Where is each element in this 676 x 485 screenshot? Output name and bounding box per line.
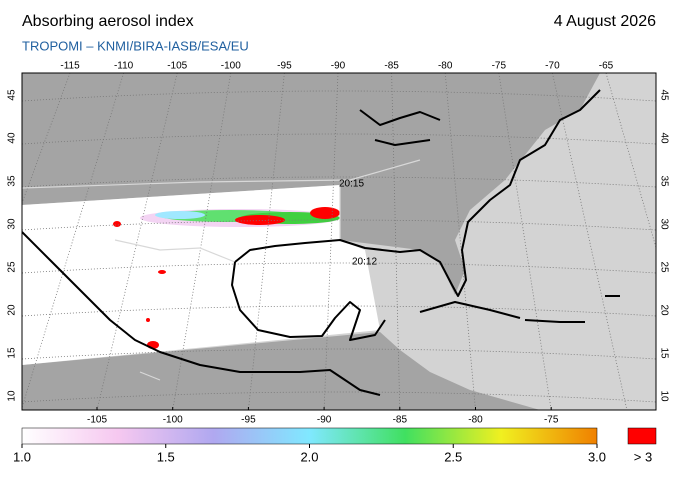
left-latitude-label: 30 <box>7 218 18 230</box>
aerosol-plume <box>113 207 340 349</box>
colorbar-tick-label: 3.0 <box>588 449 606 464</box>
right-latitude-label: 40 <box>658 132 669 144</box>
top-longitude-label: -95 <box>277 61 292 72</box>
left-latitude-label: 25 <box>7 261 18 273</box>
top-longitude-label: -80 <box>438 61 453 72</box>
left-latitude-label: 40 <box>7 132 18 144</box>
top-longitude-label: -105 <box>167 61 187 72</box>
bottom-longitude-label: -105 <box>87 415 107 426</box>
colorbar-tick-label: 2.0 <box>300 449 318 464</box>
right-latitude-label: 35 <box>658 175 669 187</box>
map-frame <box>21 72 657 411</box>
title: Absorbing aerosol index <box>22 13 194 30</box>
left-latitude-label: 35 <box>7 175 18 187</box>
right-latitude-label: 45 <box>658 89 669 101</box>
top-longitude-label: -115 <box>60 61 80 72</box>
gulf-atlantic-coast <box>234 89 601 297</box>
colorbar-tick-label: 1.0 <box>13 449 31 464</box>
bottom-longitude-label: -75 <box>544 415 559 426</box>
right-latitude-label: 10 <box>658 390 669 402</box>
colorbar-over-label: > 3 <box>634 449 652 464</box>
meridian <box>248 73 285 410</box>
borders <box>22 159 421 381</box>
right-latitude-label: 25 <box>658 261 669 273</box>
date: 4 August 2026 <box>554 13 656 30</box>
gulf-west-coast <box>231 261 386 341</box>
left-latitude-label: 20 <box>7 304 18 316</box>
orbit-time: 20:15 <box>339 179 364 190</box>
right-latitude-label: 15 <box>658 347 669 359</box>
right-latitude-label: 30 <box>658 218 669 230</box>
bottom-longitude-label: -80 <box>468 415 483 426</box>
right-latitude-label: 20 <box>658 304 669 316</box>
top-longitude-label: -90 <box>331 61 346 72</box>
meridian <box>96 73 178 410</box>
left-latitude-label: 15 <box>7 347 18 359</box>
great-lakes <box>359 109 441 146</box>
bottom-longitude-label: -95 <box>241 415 256 426</box>
map-area <box>22 73 656 410</box>
top-longitude-label: -70 <box>545 61 560 72</box>
colorbar-over <box>627 427 657 445</box>
caribbean <box>419 295 620 323</box>
top-longitude-label: -75 <box>492 61 507 72</box>
top-longitude-label: -100 <box>221 61 241 72</box>
colorbar <box>21 427 598 445</box>
orbit-time: 20:12 <box>352 257 377 268</box>
meridian <box>391 73 401 410</box>
top-longitude-label: -65 <box>599 61 614 72</box>
left-latitude-label: 45 <box>7 89 18 101</box>
bottom-longitude-label: -90 <box>317 415 332 426</box>
top-longitude-label: -85 <box>384 61 399 72</box>
left-latitude-label: 10 <box>7 390 18 402</box>
meridian <box>552 73 628 410</box>
bottom-longitude-label: -85 <box>393 415 408 426</box>
bottom-longitude-label: -100 <box>163 415 183 426</box>
pacific-coast <box>22 231 381 396</box>
land-night <box>22 73 600 295</box>
subtitle: TROPOMI – KNMI/BIRA-IASB/ESA/EU <box>22 38 249 53</box>
colorbar-tick-label: 2.5 <box>444 449 462 464</box>
colorbar-tick-label: 1.5 <box>157 449 175 464</box>
top-longitude-label: -110 <box>114 61 134 72</box>
